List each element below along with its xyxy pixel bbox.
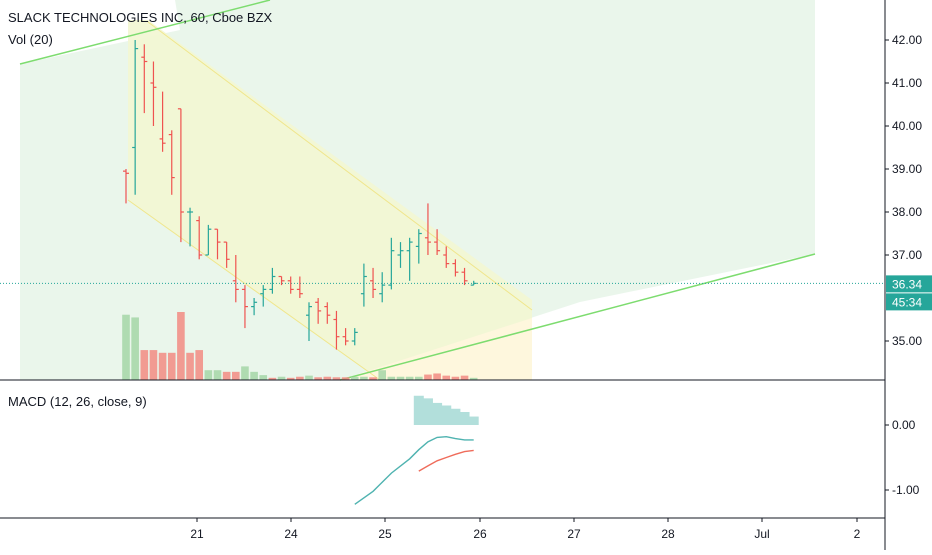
volume-bar (360, 376, 368, 380)
price-bars (123, 40, 477, 350)
down-channel-fill (128, 20, 532, 380)
volume-bar (167, 352, 176, 380)
volume-bar (195, 350, 203, 380)
time-tick-label: 2 (854, 527, 861, 541)
volume-bar (314, 377, 322, 380)
price-tick-label: 37.00 (892, 248, 922, 262)
time-tick-label: Jul (754, 527, 769, 541)
time-tick-label: 27 (567, 527, 581, 541)
macd-pane (354, 395, 479, 505)
macd-histogram-bar (468, 416, 479, 425)
macd-histogram-bar (459, 412, 470, 425)
macd-histogram-bar (422, 398, 433, 425)
volume-bar (350, 376, 359, 380)
time-tick-label: 25 (378, 527, 392, 541)
volume-bar (378, 370, 386, 380)
down-channel-lower-line (127, 199, 381, 381)
volume-bar (396, 376, 405, 380)
price-tick-label: 39.00 (892, 162, 922, 176)
volume-bar (232, 371, 240, 380)
volume-bar (469, 377, 478, 380)
macd-label: MACD (12, 26, close, 9) (8, 394, 147, 409)
volume-bar (149, 350, 158, 380)
volume-label: Vol (20) (8, 32, 53, 47)
volume-bar (277, 376, 286, 380)
volume-bar (286, 377, 295, 380)
macd-histogram-bar (432, 402, 443, 425)
volume-bar (424, 374, 432, 380)
volume-bar (323, 376, 332, 380)
volume-bar (341, 377, 350, 380)
volume-bar (241, 366, 249, 380)
volume-bar (296, 376, 304, 380)
volume-bar (405, 376, 414, 380)
price-tick-label: 40.00 (892, 119, 922, 133)
time-tick-label: 24 (284, 527, 298, 541)
macd-histogram-bar (441, 405, 452, 425)
volume-bar (222, 371, 231, 380)
volume-bar (213, 370, 222, 380)
price-tick-label: 35.00 (892, 334, 922, 348)
price-tick-label: 38.00 (892, 205, 922, 219)
volume-bar (140, 350, 149, 380)
current-price-badge (886, 275, 932, 293)
volume-bar (122, 314, 130, 380)
volume-bar (250, 371, 258, 380)
volume-bars (122, 312, 478, 380)
volume-bar (305, 375, 313, 380)
volume-bar (332, 377, 341, 380)
macd-histogram-bar (413, 395, 424, 425)
volume-bar (158, 352, 167, 380)
time-tick-label: 26 (473, 527, 487, 541)
macd-histogram-bar (450, 408, 461, 425)
macd-line (354, 435, 474, 505)
volume-bar (177, 312, 185, 380)
countdown-badge (886, 293, 932, 311)
volume-bar (259, 375, 268, 380)
price-tick-label: 41.00 (892, 76, 922, 90)
macd-tick-label: 0.00 (892, 418, 916, 432)
volume-bar (442, 375, 451, 380)
channel-lower-line (339, 253, 816, 381)
chart-title: SLACK TECHNOLOGIES INC, 60, Cboe BZX (8, 10, 273, 25)
macd-tick-label: -1.00 (892, 483, 920, 497)
volume-bar (268, 377, 277, 380)
volume-bar (186, 352, 194, 380)
volume-bar (369, 377, 377, 380)
signal-line (418, 449, 474, 472)
countdown-label: 45:34 (892, 295, 922, 309)
channel-fills (19, 0, 816, 381)
volume-bar (204, 370, 213, 380)
volume-bar (433, 373, 441, 380)
volume-bar (131, 317, 139, 380)
volume-bar (415, 376, 423, 380)
channel-upper-line (19, 0, 271, 65)
time-tick-label: 28 (661, 527, 675, 541)
orange-region-fill (340, 318, 532, 380)
volume-bar (460, 375, 469, 380)
current-price-label: 36.34 (892, 277, 922, 291)
time-tick-label: 21 (190, 527, 204, 541)
down-channel-upper-line (147, 21, 533, 311)
volume-bar (451, 376, 460, 380)
volume-bar (387, 376, 396, 380)
price-tick-label: 42.00 (892, 33, 922, 47)
